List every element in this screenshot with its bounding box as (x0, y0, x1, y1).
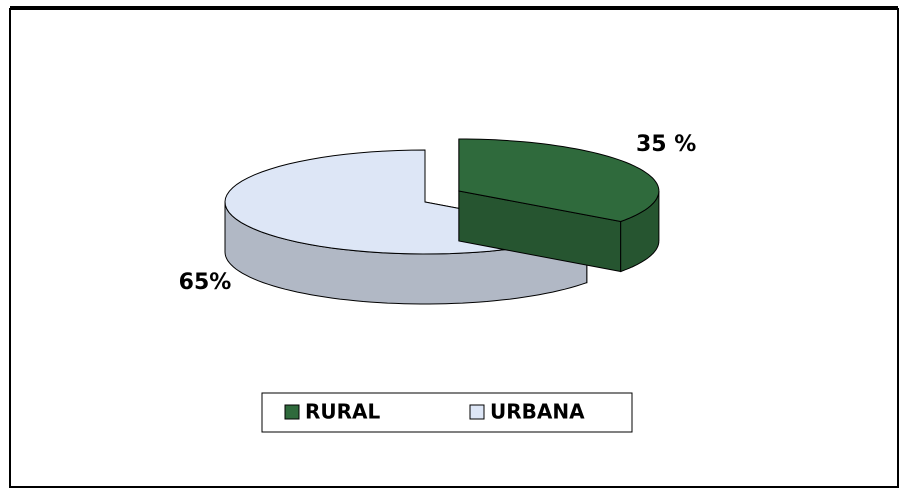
legend (261, 392, 633, 433)
slice (458, 138, 660, 273)
legend-items: RURAL URBANA (284, 400, 585, 424)
legend-label: RURAL (305, 400, 381, 424)
legend-label: URBANA (490, 400, 585, 424)
plot (224, 138, 660, 305)
legend-swatch (469, 404, 485, 420)
legend-swatch (284, 404, 300, 420)
data-label: 35 % (636, 132, 696, 157)
data-label: 65% (179, 270, 232, 295)
slice-top (458, 138, 660, 223)
